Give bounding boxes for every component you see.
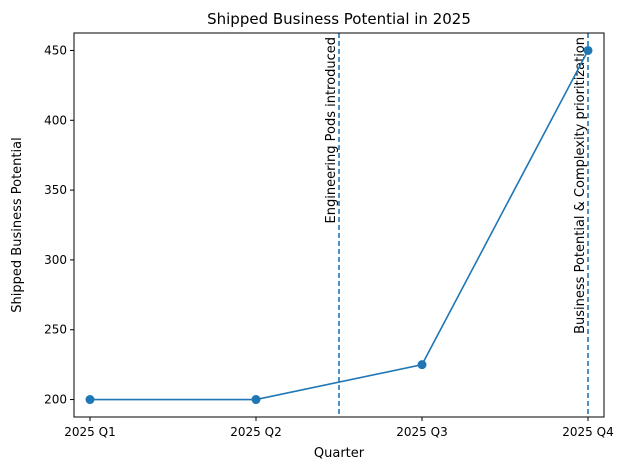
plot-area-frame (73, 32, 605, 418)
y-tick-label: 350 (44, 183, 67, 197)
series-line (90, 50, 589, 401)
y-axis-label: Shipped Business Potential (10, 137, 25, 312)
data-point (417, 360, 427, 370)
x-axis: 2025 Q1 2025 Q2 2025 Q3 2025 Q4 (64, 417, 614, 439)
annotation-label: Business Potential & Complexity prioriti… (573, 37, 588, 334)
y-tick-label: 250 (44, 323, 67, 337)
annotation-layer: Engineering Pods introduced Business Pote… (324, 33, 589, 417)
data-point (251, 395, 261, 405)
y-axis: 200 250 300 350 400 450 (44, 43, 74, 407)
data-point (583, 45, 593, 55)
x-tick-label: 2025 Q1 (64, 425, 115, 439)
x-tick-label: 2025 Q3 (396, 425, 447, 439)
x-tick-label: 2025 Q4 (562, 425, 613, 439)
x-axis-label: Quarter (314, 446, 365, 461)
series-layer (85, 45, 593, 405)
chart-title: Shipped Business Potential in 2025 (207, 10, 471, 28)
y-tick-label: 400 (44, 113, 67, 127)
x-tick-label: 2025 Q2 (230, 425, 281, 439)
y-tick-label: 200 (44, 393, 67, 407)
y-tick-label: 450 (44, 43, 67, 57)
annotation-label: Engineering Pods introduced (324, 37, 339, 223)
data-point (85, 395, 95, 405)
y-tick-label: 300 (44, 253, 67, 267)
